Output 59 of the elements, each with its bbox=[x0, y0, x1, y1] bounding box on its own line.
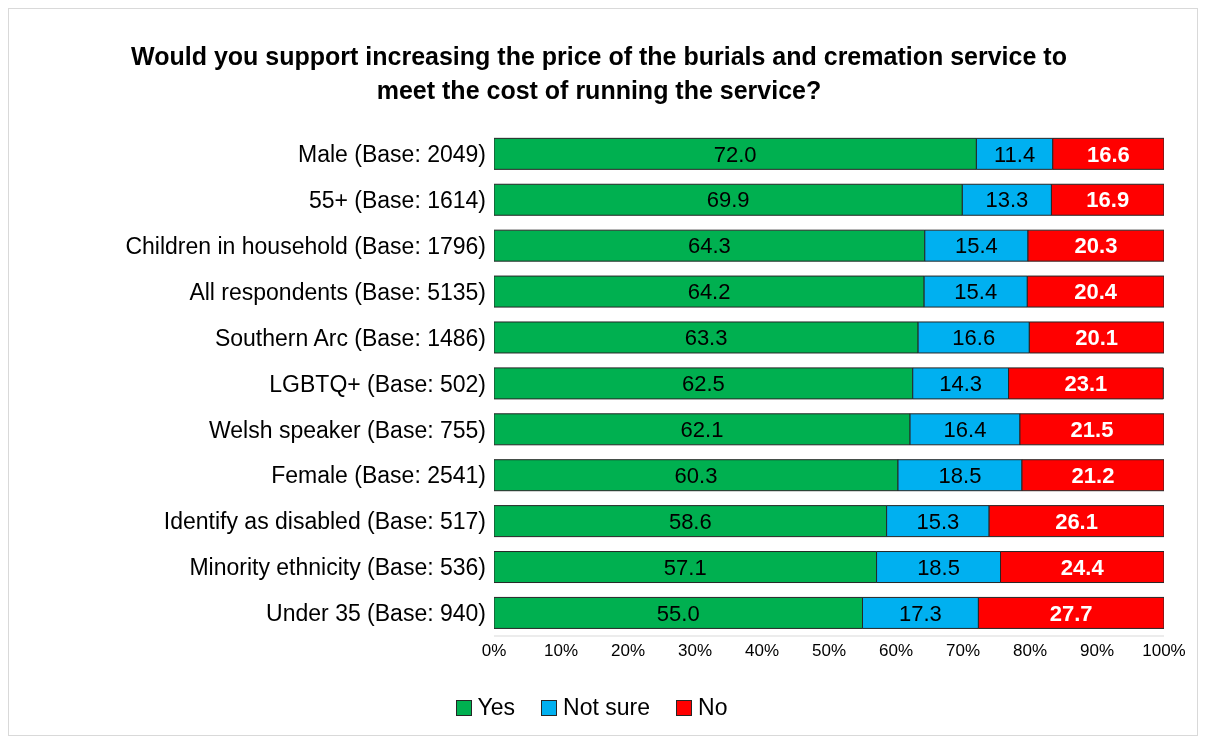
data-label: 69.9 bbox=[706, 187, 750, 213]
y-tick-label: Welsh speaker (Base: 755) bbox=[209, 416, 486, 443]
data-label: 18.5 bbox=[938, 462, 982, 488]
data-label: 14.3 bbox=[939, 371, 983, 397]
data-label: 15.4 bbox=[954, 279, 998, 305]
data-label: 26.1 bbox=[1055, 508, 1098, 534]
y-tick-label: Minority ethnicity (Base: 536) bbox=[189, 554, 486, 581]
data-label: 17.3 bbox=[899, 600, 942, 626]
y-tick-label: Southern Arc (Base: 1486) bbox=[214, 324, 486, 351]
x-tick-label: 100% bbox=[1142, 641, 1186, 661]
data-label: 24.4 bbox=[1060, 554, 1105, 580]
x-tick-label: 70% bbox=[945, 641, 981, 661]
y-tick-label: Female (Base: 2541) bbox=[271, 462, 486, 489]
data-label: 63.3 bbox=[684, 325, 728, 351]
x-tick-label: 10% bbox=[543, 641, 579, 661]
data-label: 27.7 bbox=[1049, 600, 1093, 626]
data-label: 62.1 bbox=[680, 417, 724, 442]
y-tick-label: LGBTQ+ (Base: 502) bbox=[269, 370, 486, 397]
x-tick-label: 20% bbox=[610, 641, 646, 661]
x-tick-label: 40% bbox=[744, 641, 780, 661]
data-label: 18.5 bbox=[917, 554, 960, 580]
data-label: 64.3 bbox=[687, 233, 731, 259]
x-tick-label: 80% bbox=[1012, 641, 1048, 661]
legend-label: No bbox=[698, 694, 728, 721]
data-label: 16.6 bbox=[952, 325, 996, 351]
data-label: 11.4 bbox=[994, 141, 1036, 167]
data-label: 21.5 bbox=[1070, 417, 1114, 442]
data-label: 23.1 bbox=[1064, 371, 1108, 397]
data-label: 16.6 bbox=[1086, 141, 1130, 167]
data-label: 57.1 bbox=[663, 554, 707, 580]
y-tick-label: All respondents (Base: 5135) bbox=[189, 278, 486, 305]
data-label: 55.0 bbox=[656, 600, 700, 626]
y-tick-label: Male (Base: 2049) bbox=[298, 141, 486, 168]
data-label: 16.4 bbox=[943, 417, 987, 442]
data-label: 13.3 bbox=[985, 187, 1029, 213]
x-tick-label: 90% bbox=[1079, 641, 1115, 661]
x-tick-label: 50% bbox=[811, 641, 847, 661]
data-label: 20.3 bbox=[1074, 233, 1118, 259]
data-label: 64.2 bbox=[687, 279, 731, 305]
y-tick-label: 55+ (Base: 1614) bbox=[308, 187, 486, 214]
x-tick-label: 30% bbox=[677, 641, 713, 661]
chart-title: Would you support increasing the price of the burials and cremation service to meet the cost of running the service? bbox=[130, 41, 1068, 106]
data-label: 62.5 bbox=[681, 371, 725, 397]
data-label: 72.0 bbox=[713, 141, 757, 167]
data-label: 60.3 bbox=[674, 462, 718, 488]
data-label: 15.3 bbox=[916, 508, 960, 534]
data-label: 16.9 bbox=[1086, 187, 1130, 213]
data-label: 21.2 bbox=[1071, 462, 1115, 488]
y-tick-label: Identify as disabled (Base: 517) bbox=[163, 508, 486, 535]
data-label: 20.1 bbox=[1075, 325, 1119, 351]
data-label: 15.4 bbox=[954, 233, 998, 259]
y-tick-label: Children in household (Base: 1796) bbox=[125, 232, 486, 259]
legend-label: Yes bbox=[477, 694, 516, 721]
data-label: 58.6 bbox=[668, 508, 712, 534]
x-tick-label: 60% bbox=[878, 641, 914, 661]
x-tick-label: 0% bbox=[481, 641, 507, 661]
y-tick-label: Under 35 (Base: 940) bbox=[266, 600, 486, 627]
legend-label: Not sure bbox=[563, 694, 651, 721]
data-label: 20.4 bbox=[1074, 279, 1118, 305]
